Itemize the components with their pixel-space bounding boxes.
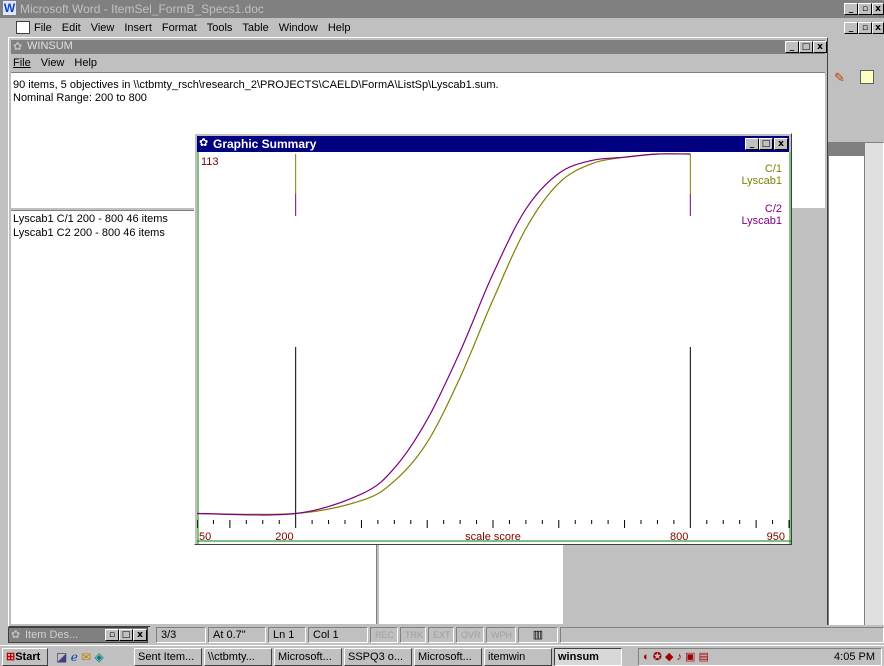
series-line-2 (197, 153, 691, 516)
graphic-summary-window: ✿ Graphic Summary _ □ x C/1 Lyscab1 C/2 Lys… (194, 133, 792, 545)
menu-table[interactable]: Table (242, 22, 269, 34)
desktop-icon[interactable]: ◪ (56, 650, 68, 664)
taskbar-folder[interactable]: \\ctbmty... (204, 648, 272, 666)
status-wph[interactable]: WPH (486, 627, 516, 643)
list-item[interactable]: Lyscab1 C2 200 - 800 46 items (13, 227, 165, 239)
doc-minimize-button[interactable]: _ (844, 22, 858, 34)
word-menubar: File Edit View Insert Format Tools Table Window… (0, 18, 884, 38)
legend-label: C/2 (765, 203, 782, 215)
x-tick-label: 50 (199, 531, 211, 543)
minimize-button[interactable]: _ (844, 3, 858, 15)
legend-label: C/1 (765, 163, 782, 175)
status-book-icon[interactable]: ▥ (518, 627, 558, 643)
graphic-titlebar: ✿ Graphic Summary _ □ x (197, 136, 789, 152)
taskbar-word[interactable]: Microsoft... (414, 648, 482, 666)
itemdes-window[interactable]: ✿ Item Des... ▫ □ x (8, 627, 148, 643)
winsum-maximize-button[interactable]: □ (799, 41, 813, 53)
menu-insert[interactable]: Insert (124, 22, 152, 34)
winsum-menu-file[interactable]: File (13, 57, 31, 69)
status-rec[interactable]: REC (370, 627, 398, 643)
menu-help[interactable]: Help (327, 22, 351, 34)
graphic-maximize-button[interactable]: □ (759, 138, 773, 150)
winsum-minimize-button[interactable]: _ (785, 41, 799, 53)
taskbar-winsum[interactable]: winsum (554, 648, 622, 666)
windows-logo-icon: ⊞ (6, 651, 16, 663)
x-axis-label: scale score (465, 531, 521, 543)
highlight-icon[interactable]: ✎ (834, 70, 845, 85)
clock: 4:05 PM (834, 651, 875, 663)
word-statusbar: 3/3 At 0.7" Ln 1 Col 1 REC TRK EXT OVR W… (150, 625, 884, 645)
taskbar-sent-items[interactable]: Sent Item... (134, 648, 202, 666)
status-empty (560, 627, 884, 643)
word-toolbar-right: ✎ (828, 60, 884, 100)
menu-format[interactable]: Format (161, 22, 197, 34)
winsum-close-button[interactable]: x (813, 41, 827, 53)
winsum-titlebar: ✿ WINSUM _ □ x (11, 40, 827, 54)
channels-icon[interactable]: ◈ (94, 650, 104, 664)
itemdes-icon: ✿ (11, 629, 21, 641)
word-app-icon: W (3, 1, 16, 15)
start-button[interactable]: ⊞Start (2, 648, 48, 666)
status-trk[interactable]: TRK (400, 627, 426, 643)
graphic-app-icon: ✿ (199, 137, 209, 149)
info-line-2: Nominal Range: 200 to 800 (13, 92, 147, 104)
quicklaunch: ◪ ℯ ✉ ◈ (56, 650, 104, 664)
status-ovr[interactable]: OVR (456, 627, 484, 643)
status-ln: Ln 1 (268, 627, 306, 643)
winsum-title: WINSUM (27, 40, 73, 52)
winsum-menu-help[interactable]: Help (74, 57, 98, 69)
status-col: Col 1 (308, 627, 368, 643)
menu-edit[interactable]: Edit (61, 22, 81, 34)
picture-icon[interactable] (860, 70, 874, 84)
itemdes-maximize-button[interactable]: □ (119, 629, 133, 641)
x-tick-label: 200 (275, 531, 293, 543)
y-max-label: 113 (201, 156, 219, 168)
x-tick-label: 950 (767, 531, 785, 543)
word-document-right (828, 156, 864, 626)
doc-icon (16, 21, 30, 34)
graphic-title: Graphic Summary (213, 137, 317, 151)
legend-sublabel: Lyscab1 (741, 175, 782, 187)
doc-restore-button[interactable]: ▫ (858, 22, 872, 34)
restore-button[interactable]: ▫ (858, 3, 872, 15)
status-page: 3/3 (156, 627, 206, 643)
winsum-menubar: File View Help (13, 57, 107, 69)
outlook-icon[interactable]: ✉ (81, 650, 92, 664)
taskbar-sspq3[interactable]: SSPQ3 o... (344, 648, 412, 666)
legend-sublabel: Lyscab1 (741, 215, 782, 227)
x-tick-label: 800 (670, 531, 688, 543)
status-ext[interactable]: EXT (428, 627, 454, 643)
taskbar-excel[interactable]: Microsoft... (274, 648, 342, 666)
itemdes-restore-button[interactable]: ▫ (105, 629, 119, 641)
series-line-1 (197, 153, 691, 516)
graphic-close-button[interactable]: x (774, 138, 788, 150)
close-button[interactable]: x (872, 3, 884, 15)
itemdes-title: Item Des... (25, 629, 79, 641)
doc-close-button[interactable]: x (872, 22, 884, 34)
taskbar: ⊞Start ◪ ℯ ✉ ◈ Sent Item... \\ctbmty... … (0, 645, 884, 666)
ie-icon[interactable]: ℯ (70, 650, 78, 664)
word-title: Microsoft Word - ItemSel_FormB_Specs1.do… (20, 2, 264, 16)
winsum-app-icon: ✿ (13, 41, 23, 53)
itemdes-close-button[interactable]: x (133, 629, 147, 641)
menu-window[interactable]: Window (278, 22, 318, 34)
word-titlebar: W Microsoft Word - ItemSel_FormB_Specs1.… (0, 0, 884, 18)
graphic-minimize-button[interactable]: _ (745, 138, 759, 150)
menu-view[interactable]: View (90, 22, 115, 34)
menu-tools[interactable]: Tools (206, 22, 233, 34)
info-line-1: 90 items, 5 objectives in \\ctbmty_rsch\… (13, 79, 499, 91)
menu-file[interactable]: File (34, 22, 52, 34)
status-at: At 0.7" (208, 627, 266, 643)
taskbar-itemwin[interactable]: itemwin (484, 648, 552, 666)
word-ruler-right (828, 142, 872, 156)
winsum-menu-view[interactable]: View (40, 57, 65, 69)
tray-icons[interactable]: ◐ ✪ ◆ ♪ ▣ ▤ (643, 651, 709, 663)
word-vertical-scrollbar[interactable] (864, 142, 884, 626)
system-tray: ◐ ✪ ◆ ♪ ▣ ▤ 4:05 PM (638, 648, 882, 666)
list-item[interactable]: Lyscab1 C/1 200 - 800 46 items (13, 213, 168, 225)
